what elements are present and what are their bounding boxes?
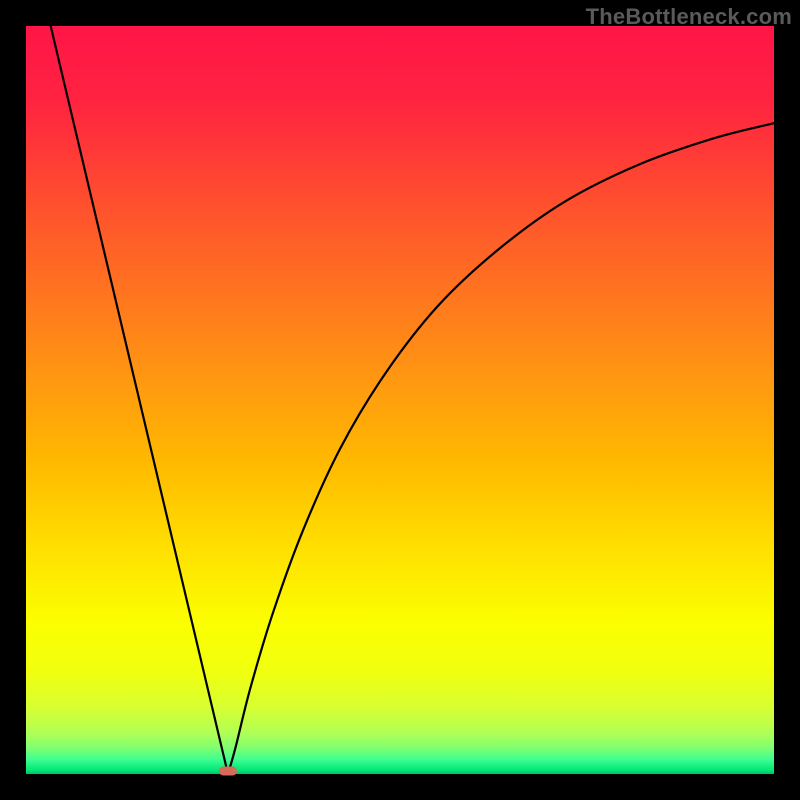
bottleneck-chart — [0, 0, 800, 800]
watermark-text: TheBottleneck.com — [586, 4, 792, 30]
vertex-marker — [219, 767, 237, 776]
chart-container: TheBottleneck.com — [0, 0, 800, 800]
